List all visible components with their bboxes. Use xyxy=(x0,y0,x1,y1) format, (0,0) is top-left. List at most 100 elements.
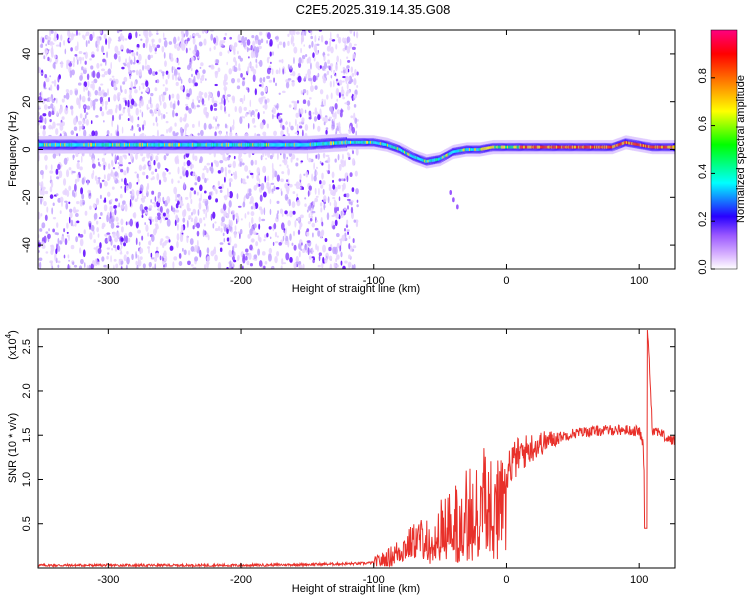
spectrogram-cell xyxy=(335,258,338,263)
spectrogram-cell xyxy=(263,111,265,114)
spectrogram-cell xyxy=(229,36,233,40)
spectrogram-cell xyxy=(148,261,152,268)
spectrogram-cell xyxy=(334,111,337,120)
spectrogram-cell xyxy=(303,30,307,36)
spectrogram-cell xyxy=(285,196,289,200)
spectrogram-cell xyxy=(83,262,86,269)
spectrogram-cell xyxy=(178,260,183,267)
spectrogram-cell xyxy=(190,67,193,72)
spectrogram-cell xyxy=(166,129,168,134)
spectrogram-cell xyxy=(171,178,174,184)
spectrogram-cell xyxy=(242,265,244,269)
spectrogram-cell xyxy=(335,43,338,50)
spectrogram-cell xyxy=(312,200,316,206)
spectrogram-cell xyxy=(169,101,173,109)
spectrogram-cell xyxy=(214,131,217,137)
spectrogram-cell xyxy=(231,255,235,261)
spectrogram-cell xyxy=(68,201,71,205)
spectrogram-cell xyxy=(156,79,160,84)
spectrogram-cell xyxy=(120,185,123,189)
spectrogram-cell xyxy=(178,196,182,202)
spectrogram-cell xyxy=(298,182,302,186)
spectrogram-cell xyxy=(302,263,305,269)
spectrogram-cell xyxy=(353,112,356,121)
spectrogram-cell xyxy=(42,113,47,117)
spectrogram-cell xyxy=(301,129,304,138)
spectrogram-cell xyxy=(162,84,165,87)
spectrogram-cell xyxy=(45,251,49,254)
spectrogram-cell xyxy=(79,233,84,238)
spectrogram-cell xyxy=(142,84,145,90)
spectrogram-cell xyxy=(248,62,252,68)
spectrogram-cell xyxy=(122,81,126,85)
spectrogram-cell xyxy=(262,96,266,99)
spectrogram-cell xyxy=(220,227,223,233)
spectrogram-y-tick-label: 40 xyxy=(21,48,33,60)
spectrogram-cell xyxy=(347,254,351,260)
spectrogram-cell xyxy=(224,166,227,172)
spectrogram-cell xyxy=(175,112,179,117)
spectrogram-cell xyxy=(227,206,231,215)
spectrogram-cell xyxy=(189,35,192,40)
spectrogram-cell xyxy=(227,50,230,54)
spectrogram-cell xyxy=(249,228,253,236)
spectrogram-cell xyxy=(39,261,42,269)
spectrogram-cell xyxy=(270,182,275,185)
spectrogram-cell xyxy=(153,159,156,166)
spectrogram-cell xyxy=(347,68,350,73)
spectrogram-cell xyxy=(148,161,152,166)
spectrogram-cell xyxy=(73,117,77,126)
spectrogram-cell xyxy=(126,185,129,191)
spectrogram-cell xyxy=(217,90,221,98)
spectrogram-cell xyxy=(353,93,357,99)
spectrogram-cell xyxy=(141,235,144,241)
spectrogram-cell xyxy=(319,160,322,165)
spectrogram-cell xyxy=(246,175,249,179)
spectrogram-cell xyxy=(131,115,134,124)
spectrogram-cell xyxy=(175,192,178,201)
spectrogram-cell xyxy=(220,105,223,111)
snr-x-tick-label: -100 xyxy=(363,574,385,586)
spectrogram-cell xyxy=(119,33,123,41)
spectrogram-cell xyxy=(227,187,229,194)
spectrogram-cell xyxy=(293,244,297,251)
spectrogram-cell xyxy=(50,84,53,91)
spectrogram-cell xyxy=(341,93,345,97)
spectrogram-cell xyxy=(82,34,85,39)
spectrogram-cell xyxy=(162,91,167,96)
snr-x-label: Height of straight line (km) xyxy=(292,583,420,595)
spectrogram-cell xyxy=(104,100,108,106)
spectrogram-cell xyxy=(154,263,157,269)
spectrogram-cell xyxy=(272,168,275,175)
spectrogram-cell xyxy=(51,265,54,269)
spectrogram-cell xyxy=(51,44,54,53)
spectrogram-cell xyxy=(207,195,212,200)
spectrogram-cell xyxy=(79,74,83,81)
spectrogram-cell xyxy=(178,73,181,79)
spectrogram-cell xyxy=(337,88,339,96)
spectrogram-cell xyxy=(143,30,146,36)
spectrogram-cell xyxy=(203,122,207,131)
spectrogram-cell xyxy=(257,248,261,256)
spectrogram-cell xyxy=(123,242,127,247)
spectrogram-cell xyxy=(208,123,212,130)
spectrogram-cell xyxy=(83,67,87,70)
spectrogram-cell xyxy=(116,155,119,161)
spectrogram-cell xyxy=(337,184,341,190)
spectrogram-cell xyxy=(258,97,262,103)
spectrogram-cell xyxy=(336,242,340,249)
spectrogram-cell xyxy=(186,64,191,71)
spectrogram-cell xyxy=(233,251,236,257)
spectrogram-cell xyxy=(313,116,318,122)
spectrogram-cell xyxy=(127,112,131,117)
spectrogram-cell xyxy=(134,171,138,174)
spectrogram-cell xyxy=(228,113,231,117)
spectrogram-x-tick-label: 100 xyxy=(630,275,648,287)
spectrogram-cell xyxy=(219,247,223,253)
spectrogram-cell xyxy=(56,232,59,236)
spectrogram-cell xyxy=(266,75,271,79)
spectrogram-cell xyxy=(137,259,142,267)
spectrogram-cell xyxy=(149,33,154,36)
spectrogram-cell xyxy=(233,66,238,73)
spectrogram-cell xyxy=(346,65,350,69)
